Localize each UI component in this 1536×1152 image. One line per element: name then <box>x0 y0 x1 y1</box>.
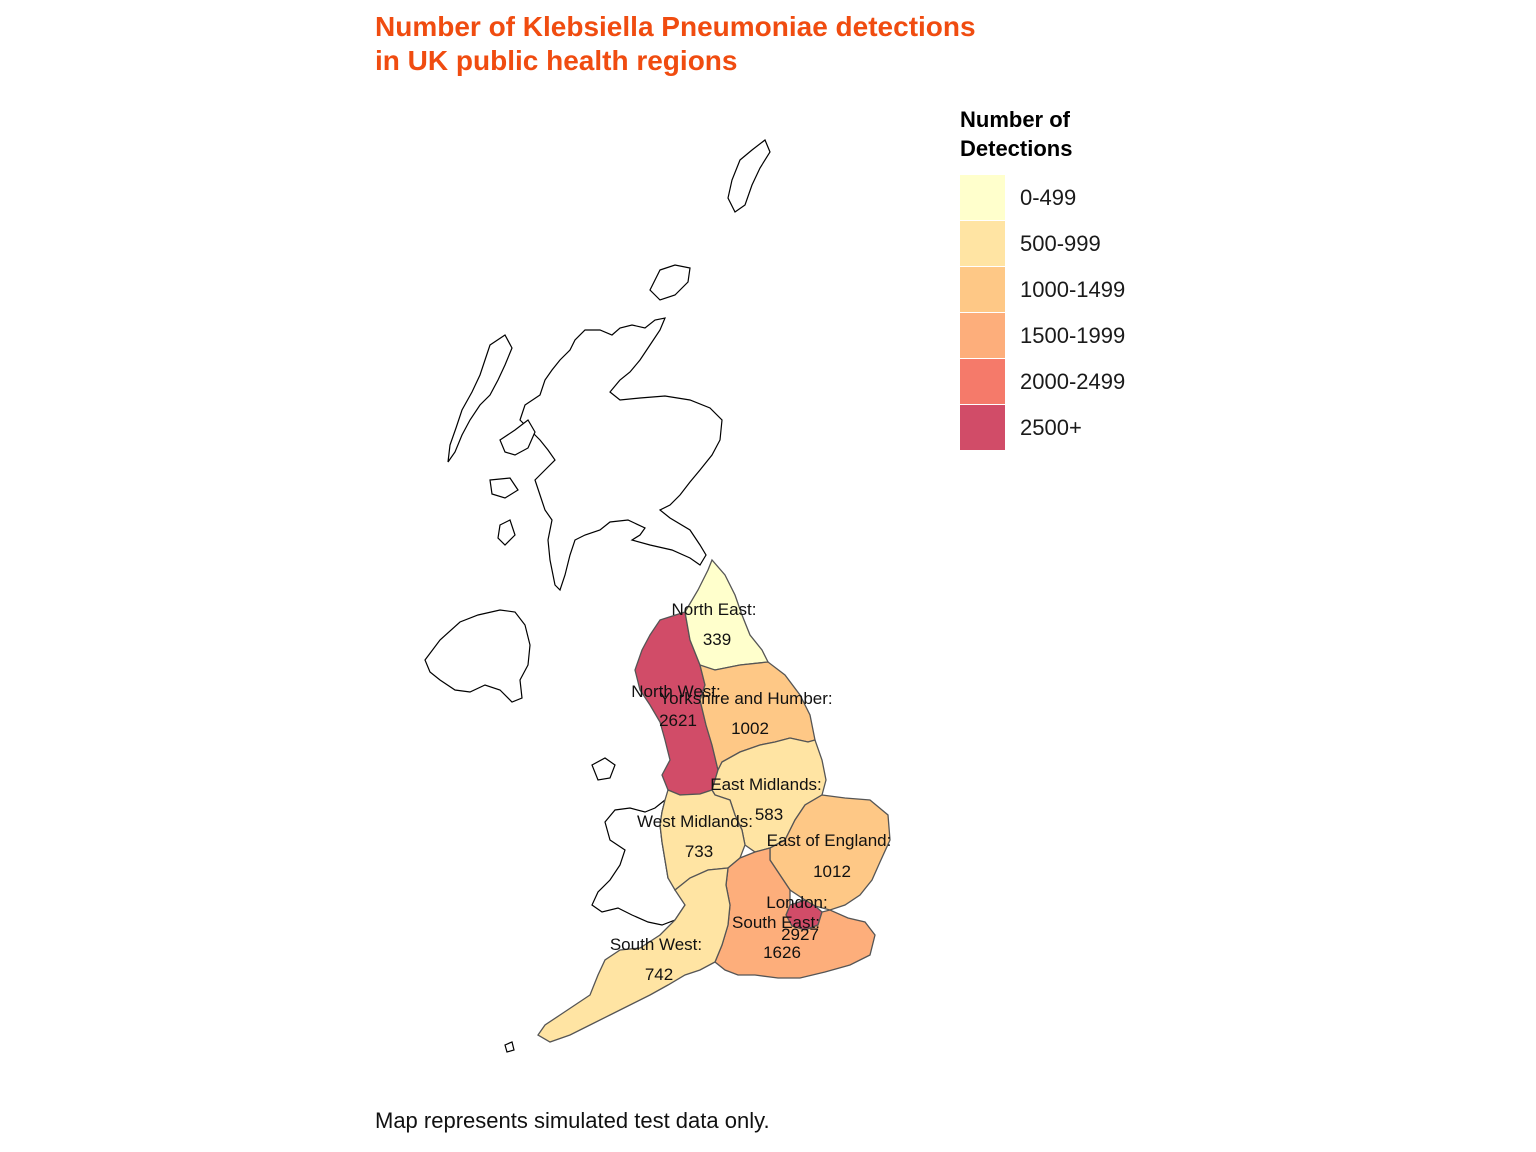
legend-label: 2500+ <box>1020 415 1082 440</box>
uk-outline <box>424 139 771 1053</box>
scotland-shape <box>519 317 723 592</box>
label-west-midlands-name: West Midlands: <box>637 812 753 831</box>
england-regions <box>537 558 891 1043</box>
legend-label: 2000-2499 <box>1020 369 1126 394</box>
legend-swatch <box>960 313 1005 359</box>
shetland-shape <box>727 139 771 213</box>
legend-swatch <box>960 175 1005 221</box>
label-south-east-name: South East: <box>732 913 820 932</box>
outer-hebrides-shape <box>447 334 513 463</box>
legend-swatch <box>960 359 1005 405</box>
islay-shape <box>497 519 516 546</box>
legend-swatch <box>960 405 1005 451</box>
legend-label: 1500-1999 <box>1020 323 1126 348</box>
legend-label: 0-499 <box>1020 185 1077 210</box>
label-west-midlands-value: 733 <box>685 842 713 861</box>
northern-ireland-shape <box>424 609 531 703</box>
label-east-of-england-value: 1012 <box>813 862 851 881</box>
legend-title-line-1: Number of <box>960 107 1070 132</box>
chart-title: Number of Klebsiella Pneumoniae detectio… <box>375 10 976 78</box>
title-line-1: Number of Klebsiella Pneumoniae detectio… <box>375 11 976 42</box>
label-east-midlands-value: 583 <box>755 805 783 824</box>
legend-item: 1000-1499 <box>960 267 1125 313</box>
legend-item: 2500+ <box>960 405 1125 451</box>
legend-item: 500-999 <box>960 221 1125 267</box>
label-north-west-name: North West: <box>631 682 720 701</box>
label-east-midlands-name: East Midlands: <box>710 775 822 794</box>
mull-shape <box>489 477 519 499</box>
scilly-shape <box>504 1041 515 1053</box>
region-east-of-england[interactable] <box>769 794 891 911</box>
label-south-west-value: 742 <box>645 965 673 984</box>
label-north-east-value: 339 <box>703 630 731 649</box>
legend-title: Number of Detections <box>960 105 1125 163</box>
skye-shape <box>499 419 536 456</box>
legend-label: 1000-1499 <box>1020 277 1126 302</box>
legend-item: 1500-1999 <box>960 313 1125 359</box>
label-yorkshire-value: 1002 <box>731 719 769 738</box>
legend-label: 500-999 <box>1020 231 1101 256</box>
legend-swatch <box>960 267 1005 313</box>
legend-title-line-2: Detections <box>960 136 1073 161</box>
map-caption: Map represents simulated test data only. <box>375 1108 770 1133</box>
legend: Number of Detections 0-499 500-999 1000-… <box>960 105 1125 451</box>
anglesey-shape <box>591 757 616 781</box>
legend-item: 2000-2499 <box>960 359 1125 405</box>
label-north-west-value: 2621 <box>659 711 697 730</box>
title-line-2: in UK public health regions <box>375 45 738 76</box>
label-north-east-name: North East: <box>671 600 756 619</box>
label-london-name: London: <box>766 893 827 912</box>
label-east-of-england-name: East of England: <box>767 831 892 850</box>
label-london-value: 2927 <box>781 925 819 944</box>
legend-item: 0-499 <box>960 175 1125 221</box>
region-labels: North East: 339 North West: 2621 Yorkshi… <box>610 600 892 984</box>
region-south-west[interactable] <box>537 867 731 1043</box>
orkney-shape <box>649 264 691 301</box>
label-yorkshire-name: Yorkshire and Humber: <box>659 689 832 708</box>
legend-swatch <box>960 221 1005 267</box>
label-south-west-name: South West: <box>610 935 702 954</box>
label-south-east-value: 1626 <box>763 943 801 962</box>
